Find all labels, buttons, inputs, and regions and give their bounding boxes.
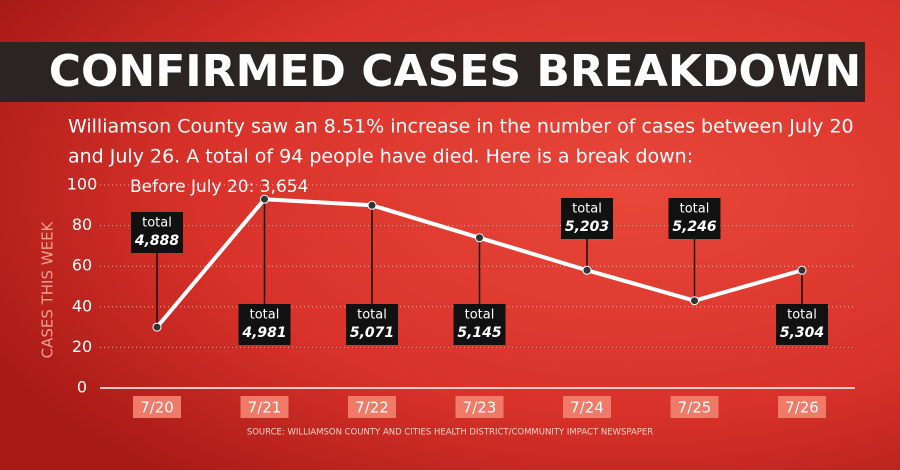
annotation-value: 5,145 <box>457 325 502 341</box>
y-tick-label: 0 <box>77 378 87 397</box>
y-tick-label: 80 <box>72 215 92 234</box>
y-axis-label: CASES THIS WEEK <box>39 220 57 358</box>
annotation-label: total <box>357 308 387 323</box>
point <box>260 194 269 204</box>
annotation-box <box>238 304 291 345</box>
annotation-value: 4,888 <box>134 233 180 249</box>
point <box>152 322 162 332</box>
annotation-value: 5,203 <box>565 219 609 235</box>
x-tick-box <box>348 396 396 418</box>
x-tick-label: 7/24 <box>570 399 604 417</box>
source: SOURCE: WILLIAMSON COUNTY AND CITIES HEA… <box>247 428 653 438</box>
subtitle: and July 26. A total of 94 people have d… <box>68 146 693 168</box>
x-tick-box <box>455 396 504 418</box>
annotation-label: total <box>465 308 495 323</box>
annotation-box <box>346 304 398 345</box>
x-tick-box <box>670 396 719 418</box>
x-tick-label: 7/23 <box>463 399 497 417</box>
title-bar <box>0 42 865 102</box>
point <box>797 265 807 275</box>
x-tick-box <box>133 396 181 418</box>
annotation-box <box>668 198 721 239</box>
annotation-value: 5,304 <box>780 325 824 341</box>
x-tick-label: 7/26 <box>785 399 819 417</box>
note: Before July 20: 3,654 <box>130 177 308 197</box>
x-tick-box <box>240 396 289 418</box>
y-tick-label: 40 <box>72 296 92 315</box>
annotation-box <box>776 304 828 345</box>
x-tick-box <box>563 396 611 418</box>
x-tick-box <box>778 396 826 418</box>
x-tick-label: 7/20 <box>140 399 174 417</box>
annotation-label: total <box>250 308 280 323</box>
point <box>475 233 484 243</box>
point <box>690 296 699 306</box>
x-tick-label: 7/21 <box>248 399 282 417</box>
chart-title: CONFIRMED CASES BREAKDOWN <box>49 46 862 97</box>
annotation-value: 4,981 <box>241 325 286 341</box>
annotation-label: total <box>787 308 817 323</box>
x-tick-label: 7/25 <box>678 399 712 417</box>
annotation-label: total <box>142 216 172 231</box>
annotation-value: 5,246 <box>672 219 717 235</box>
annotation-value: 5,071 <box>350 325 394 341</box>
y-tick-label: 60 <box>72 256 92 275</box>
annotation-box <box>561 198 613 239</box>
point <box>582 265 592 275</box>
y-tick-label: 100 <box>67 175 98 194</box>
annotation-label: total <box>572 202 602 217</box>
y-tick-label: 20 <box>72 337 92 356</box>
annotation-box <box>453 304 506 345</box>
annotation-box <box>131 212 183 253</box>
annotation-label: total <box>680 202 710 217</box>
subtitle: Williamson County saw an 8.51% increase … <box>68 116 854 138</box>
point <box>367 200 377 210</box>
x-tick-label: 7/22 <box>355 399 389 417</box>
